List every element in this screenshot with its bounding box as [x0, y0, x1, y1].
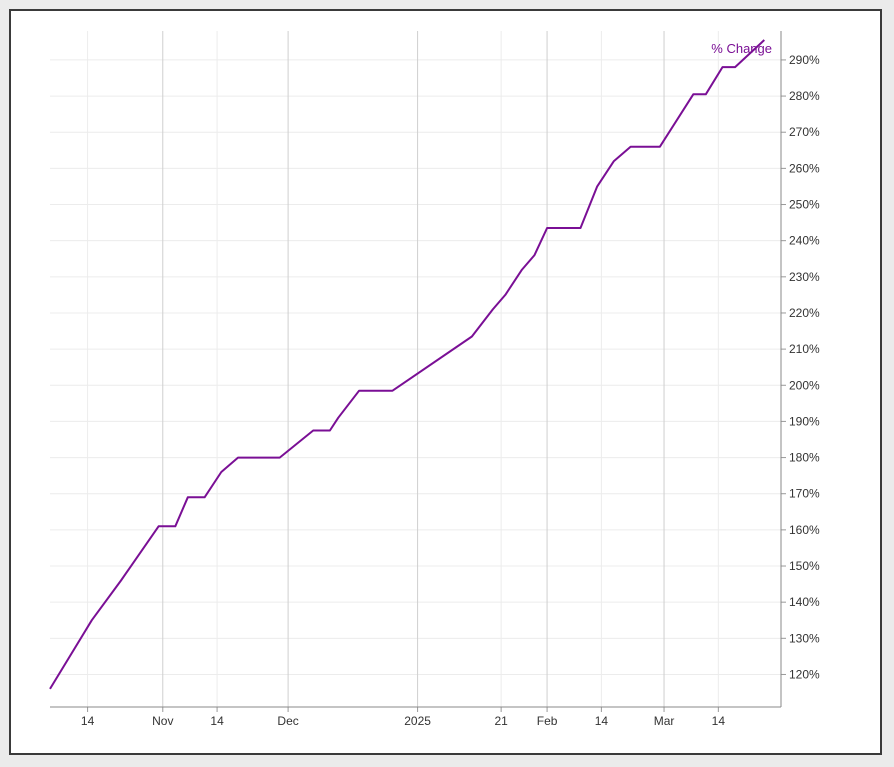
y-tick-label: 180% — [789, 451, 820, 465]
y-tick-label: 250% — [789, 198, 820, 212]
y-tick-label: 190% — [789, 414, 820, 428]
y-tick-label: 260% — [789, 161, 820, 175]
y-tick-label: 150% — [789, 559, 820, 573]
axes — [50, 31, 786, 712]
series-layer — [49, 39, 765, 690]
y-tick-label: 200% — [789, 378, 820, 392]
x-tick-label: 14 — [712, 714, 726, 728]
x-tick-label: 14 — [595, 714, 609, 728]
grid-lines — [50, 31, 781, 707]
y-tick-label: 160% — [789, 523, 820, 537]
y-tick-label: 290% — [789, 53, 820, 67]
series-label: % Change — [711, 41, 772, 56]
chart-svg: 120% 130% 140% 150% 160% 170% 180% 190% 200% 210%… — [49, 31, 820, 728]
tick-labels: 120% 130% 140% 150% 160% 170% 180% 190% 200% 210%… — [81, 41, 820, 728]
y-tick-label: 240% — [789, 234, 820, 248]
y-tick-label: 230% — [789, 270, 820, 284]
x-tick-label: 14 — [210, 714, 224, 728]
series-line — [49, 39, 765, 690]
y-tick-label: 270% — [789, 125, 820, 139]
y-tick-label: 140% — [789, 595, 820, 609]
x-tick-label: 2025 — [404, 714, 431, 728]
chart-frame: 120% 130% 140% 150% 160% 170% 180% 190% 200% 210%… — [9, 9, 882, 755]
x-tick-label: Feb — [537, 714, 558, 728]
x-tick-label: 21 — [494, 714, 508, 728]
y-tick-label: 220% — [789, 306, 820, 320]
x-tick-label: Nov — [152, 714, 173, 728]
x-tick-label: 14 — [81, 714, 95, 728]
y-tick-label: 280% — [789, 89, 820, 103]
x-tick-label: Mar — [654, 714, 675, 728]
y-tick-label: 120% — [789, 667, 820, 681]
x-tick-label: Dec — [277, 714, 298, 728]
y-tick-label: 130% — [789, 631, 820, 645]
y-tick-label: 170% — [789, 487, 820, 501]
y-tick-label: 210% — [789, 342, 820, 356]
